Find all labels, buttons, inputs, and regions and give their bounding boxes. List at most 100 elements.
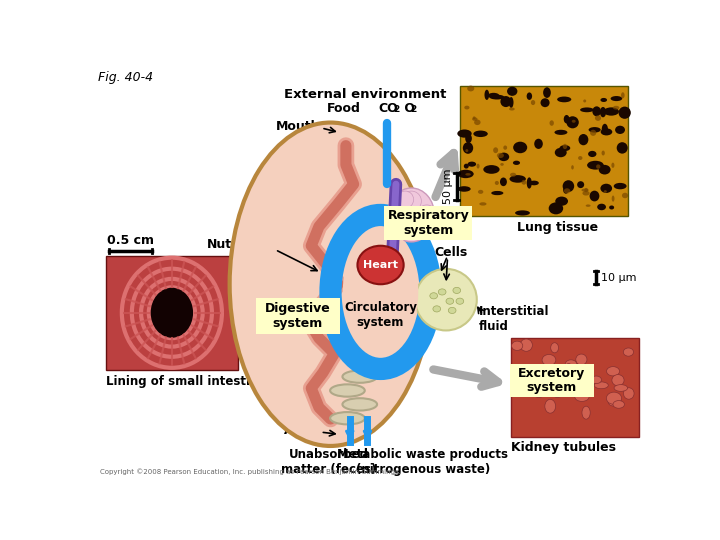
Ellipse shape <box>490 94 505 99</box>
Ellipse shape <box>449 307 456 314</box>
Ellipse shape <box>555 197 568 206</box>
Ellipse shape <box>457 186 471 192</box>
Ellipse shape <box>513 141 527 153</box>
Ellipse shape <box>580 107 594 112</box>
Ellipse shape <box>531 100 535 105</box>
Ellipse shape <box>606 392 621 404</box>
Ellipse shape <box>511 341 523 350</box>
Ellipse shape <box>585 188 588 192</box>
Ellipse shape <box>604 190 607 193</box>
Ellipse shape <box>472 117 476 119</box>
Circle shape <box>417 205 437 225</box>
Ellipse shape <box>557 97 571 102</box>
FancyBboxPatch shape <box>384 206 472 240</box>
Ellipse shape <box>521 180 526 185</box>
Ellipse shape <box>480 202 487 206</box>
Ellipse shape <box>564 115 570 123</box>
Ellipse shape <box>532 386 546 397</box>
Circle shape <box>415 269 477 330</box>
Ellipse shape <box>474 119 480 125</box>
Text: Digestive
system: Digestive system <box>265 302 330 330</box>
Text: 2: 2 <box>393 105 399 114</box>
Ellipse shape <box>500 178 507 186</box>
Ellipse shape <box>465 133 472 143</box>
Ellipse shape <box>515 211 530 215</box>
Ellipse shape <box>590 191 599 201</box>
Circle shape <box>389 215 410 237</box>
Ellipse shape <box>611 163 614 168</box>
Ellipse shape <box>599 165 611 174</box>
Ellipse shape <box>510 175 526 183</box>
Ellipse shape <box>582 406 590 419</box>
Ellipse shape <box>617 142 628 154</box>
Bar <box>106 256 238 370</box>
Ellipse shape <box>438 289 446 295</box>
Ellipse shape <box>453 287 461 294</box>
Ellipse shape <box>467 161 476 167</box>
Ellipse shape <box>541 98 549 107</box>
Ellipse shape <box>591 376 601 383</box>
Ellipse shape <box>500 163 504 166</box>
Text: 0.5 cm: 0.5 cm <box>107 233 154 247</box>
Ellipse shape <box>583 99 586 103</box>
Ellipse shape <box>615 126 625 134</box>
Ellipse shape <box>565 363 572 373</box>
Text: Kidney tubules: Kidney tubules <box>511 441 616 454</box>
Ellipse shape <box>576 354 587 365</box>
Text: Unabsorbed
matter (feces): Unabsorbed matter (feces) <box>282 448 377 476</box>
Ellipse shape <box>549 120 554 126</box>
Ellipse shape <box>624 348 634 356</box>
Ellipse shape <box>567 116 579 129</box>
Ellipse shape <box>612 375 624 386</box>
Ellipse shape <box>600 184 612 193</box>
Ellipse shape <box>542 354 556 366</box>
Ellipse shape <box>551 343 559 353</box>
Ellipse shape <box>613 106 619 110</box>
Text: Lining of small intestine: Lining of small intestine <box>106 375 266 388</box>
Ellipse shape <box>564 188 570 193</box>
Ellipse shape <box>563 372 575 379</box>
Ellipse shape <box>495 181 499 185</box>
Ellipse shape <box>478 190 483 194</box>
Ellipse shape <box>572 120 576 123</box>
Ellipse shape <box>388 188 434 242</box>
Ellipse shape <box>618 106 631 119</box>
Ellipse shape <box>465 149 468 152</box>
Ellipse shape <box>230 123 431 446</box>
Text: 2: 2 <box>410 105 416 114</box>
Ellipse shape <box>588 151 596 157</box>
Ellipse shape <box>577 357 585 369</box>
Ellipse shape <box>357 246 404 284</box>
Text: Circulatory
system: Circulatory system <box>344 301 417 329</box>
Text: Anus: Anus <box>284 424 319 437</box>
Ellipse shape <box>559 145 570 151</box>
Ellipse shape <box>464 164 469 168</box>
Ellipse shape <box>600 98 607 102</box>
Ellipse shape <box>571 165 574 170</box>
Ellipse shape <box>613 183 626 190</box>
Ellipse shape <box>612 195 614 201</box>
Ellipse shape <box>463 142 473 154</box>
Ellipse shape <box>330 412 365 424</box>
Text: O: O <box>400 102 415 115</box>
Ellipse shape <box>622 193 628 198</box>
Text: External environment: External environment <box>284 88 446 101</box>
Ellipse shape <box>595 115 601 121</box>
Ellipse shape <box>577 181 584 188</box>
Ellipse shape <box>509 107 515 111</box>
Bar <box>460 86 628 215</box>
Text: Copyright ©2008 Pearson Education, Inc. publishing as Pearson Benjamin Cummings.: Copyright ©2008 Pearson Education, Inc. … <box>99 469 400 475</box>
Ellipse shape <box>330 384 365 397</box>
Ellipse shape <box>343 227 418 356</box>
Text: 10 μm: 10 μm <box>600 273 636 283</box>
Text: Nutrients: Nutrients <box>207 238 273 251</box>
Ellipse shape <box>430 293 438 299</box>
Ellipse shape <box>457 130 472 138</box>
Ellipse shape <box>520 339 532 352</box>
Text: Metabolic waste products
(nitrogenous waste): Metabolic waste products (nitrogenous wa… <box>338 448 508 476</box>
Ellipse shape <box>497 153 504 158</box>
Ellipse shape <box>565 360 577 369</box>
Text: Animal
body: Animal body <box>306 165 354 193</box>
Ellipse shape <box>545 399 556 413</box>
Bar <box>511 338 639 437</box>
